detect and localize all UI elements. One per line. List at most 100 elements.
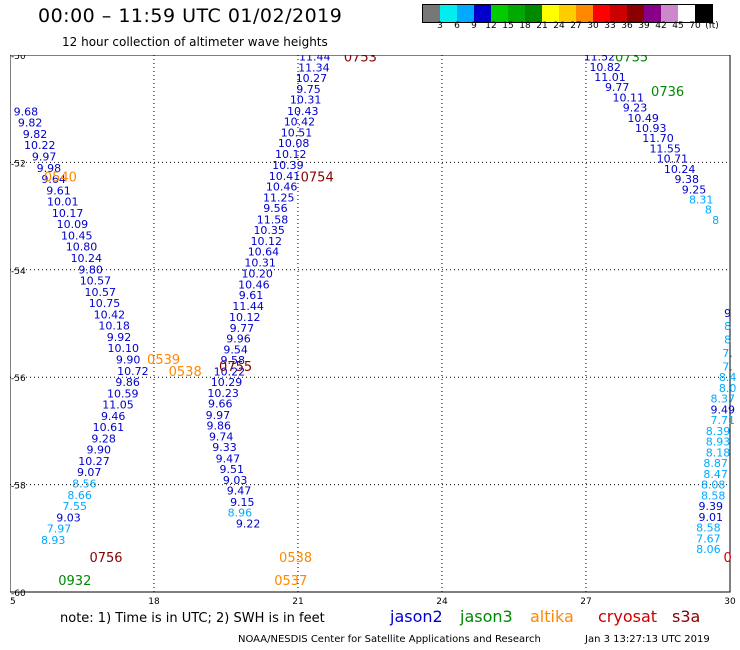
wave-height-value: 10.93 [635,122,667,135]
wave-height-value: 10.11 [612,91,644,104]
wave-height-value: 10.08 [278,137,310,150]
color-swatch [491,5,508,22]
wave-height-value: 9.96 [226,333,251,346]
color-scale-label: 33 [604,21,616,31]
wave-height-value: 9.03 [223,474,248,487]
wave-height-value: 8.18 [706,446,731,459]
wave-height-value: 9.82 [23,128,48,141]
wave-height-value: 10.18 [98,320,130,333]
wave-height-value: 9.75 [296,83,321,96]
color-swatch [525,5,542,22]
legend-cryosat: cryosat [598,607,658,626]
color-scale-label: 18 [519,21,531,31]
map-title: 00:00 – 11:59 UTC 01/02/2019 [38,5,343,27]
wave-height-value: 10.43 [287,105,319,118]
wave-height-value: 9 [724,307,731,320]
wave-height-value: 8.37 [711,393,736,406]
wave-height-value: 9.38 [675,173,700,186]
wave-height-value: 10.46 [238,278,270,291]
wave-height-value: 9.74 [209,430,234,443]
wave-height-value: 9.47 [216,452,241,465]
pass-time-label: 0756 [89,551,122,566]
wave-height-value: 10.31 [244,256,276,269]
wave-height-value: 9.07 [77,466,102,479]
footer-credit: NOAA/NESDIS Center for Satellite Applica… [238,634,541,645]
wave-height-value: 11.44 [299,55,331,64]
wave-height-value: 9.58 [220,354,245,367]
legend-s3a: s3a [672,607,701,626]
color-swatch [661,5,678,22]
wave-height-value: 8.08 [701,479,726,492]
wave-height-value: 10.42 [94,308,126,321]
wave-height-value: 10.49 [627,112,659,125]
wave-height-value: 10.57 [80,275,112,288]
wave-height-value: 9.86 [115,376,140,389]
wave-height-value: 8.66 [67,489,92,502]
wave-height-value: 9.56 [263,202,288,215]
wave-height-value: 10.12 [275,148,307,161]
wave-height-value: 10.12 [251,235,283,248]
wave-height-value: 10.72 [117,365,149,378]
color-swatch [593,5,610,22]
y-tick-label: -52 [11,159,26,169]
color-scale-label: 27 [570,21,582,31]
wave-height-value: 10.10 [108,342,140,355]
pass-time-label: 0754 [301,170,334,185]
wave-height-value: 9.54 [223,343,248,356]
wave-height-value: 10.22 [24,139,56,152]
wave-height-value: 9.47 [227,485,252,498]
wave-height-value: 8.93 [706,436,731,449]
color-swatch [678,5,695,22]
x-tick-label: 27 [580,597,591,605]
wave-height-value: 9.03 [56,511,81,524]
pass-time-label: 0735 [615,55,648,66]
wave-height-value: 10.20 [241,268,273,281]
wave-height-value: 9.39 [699,500,724,513]
wave-height-value: 7.71 [711,414,736,427]
color-scale-label: (ft) [705,21,719,31]
color-scale-label: 6 [454,21,460,31]
wave-height-value: 9.61 [239,289,264,302]
wave-height-value: 8 [705,204,712,217]
wave-height-value: 7.97 [47,523,72,536]
legend-jason2: jason2 [390,607,443,626]
wave-height-value: 11.25 [263,191,295,204]
wave-height-value: 11.55 [649,142,681,155]
wave-height-value: 10.29 [211,376,243,389]
wave-height-value: 9.77 [230,322,255,335]
color-swatch [423,5,440,22]
pass-time-label: 0537 [274,574,307,589]
wave-height-value: 9.77 [605,81,630,94]
wave-height-value: 10.27 [78,455,110,468]
wave-height-value: 9.90 [87,444,112,457]
color-scale-label: 12 [485,21,497,31]
wave-height-value: 9.97 [32,150,57,163]
wave-height-value: 8 [724,320,731,333]
wave-height-value: 9.49 [711,403,736,416]
wave-height-value: 10.57 [84,286,116,299]
color-swatch [440,5,457,22]
wave-height-value: 7.55 [63,500,88,513]
wave-height-value: 10.01 [47,196,79,209]
wave-height-value: 9.15 [230,496,255,509]
wave-height-value: 9.22 [236,517,261,530]
wave-height-value: 11.52 [584,55,616,64]
legend-altika: altika [530,607,574,626]
wave-height-value: 10.75 [89,297,121,310]
color-swatch [559,5,576,22]
wave-height-value: 8.87 [703,457,728,470]
color-scale-label: 36 [621,21,633,31]
color-scale-label: 24 [553,21,565,31]
color-scale-label: 9 [471,21,477,31]
color-scale-label: 45 [672,21,684,31]
wave-height-value: 10.27 [296,72,328,85]
wave-height-value: 10.17 [52,207,84,220]
color-scale-label: 15 [502,21,514,31]
wave-height-value: 9.90 [116,353,141,366]
legend-jason3: jason3 [460,607,513,626]
wave-height-value: 10.09 [57,218,89,231]
map-subtitle: 12 hour collection of altimeter wave hei… [62,35,328,49]
pass-time-label: 0538 [279,551,312,566]
wave-height-value: 8.56 [72,478,97,491]
wave-height-value: 8 [724,334,731,347]
